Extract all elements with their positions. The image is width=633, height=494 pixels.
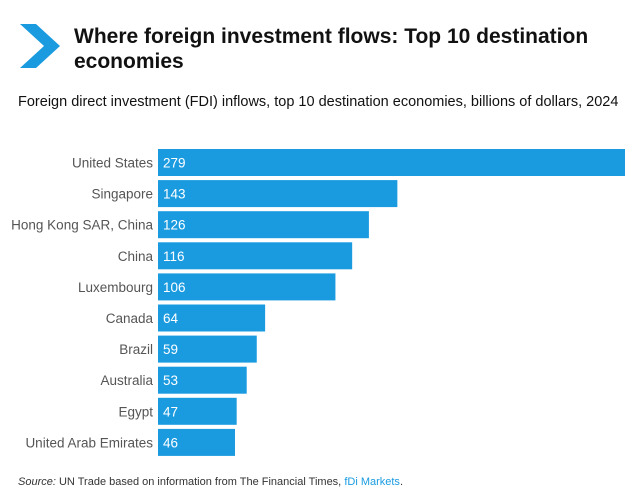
page-title: Where foreign investment flows: Top 10 d… xyxy=(74,25,589,73)
source-note: Source: UN Trade based on information fr… xyxy=(18,476,628,488)
bar-value-label: 279 xyxy=(163,156,186,171)
bar-value-label: 116 xyxy=(163,249,185,264)
bar-value-label: 53 xyxy=(163,373,178,388)
bar-value-label: 46 xyxy=(163,435,178,450)
category-label: United States xyxy=(72,156,153,171)
bar-value-label: 143 xyxy=(163,187,186,202)
category-label: Brazil xyxy=(119,342,153,357)
bar xyxy=(158,335,257,363)
category-label: Luxembourg xyxy=(78,280,153,295)
bar xyxy=(158,304,266,332)
bar-chart: United States 279 Singapore 143 Hong Kong SA… xyxy=(11,149,625,456)
bar-value-label: 47 xyxy=(163,404,178,419)
source-end: . xyxy=(399,476,403,488)
bar-value-label: 64 xyxy=(163,311,179,326)
header: Where foreign investment flows: Top 10 d… xyxy=(20,22,620,78)
chart-subtitle: Foreign direct investment (FDI) inflows,… xyxy=(18,94,619,110)
source-text: UN Trade based on information from The F… xyxy=(58,476,342,488)
bar xyxy=(158,397,237,425)
category-label: Canada xyxy=(106,311,154,326)
category-label: Egypt xyxy=(118,404,153,419)
bar xyxy=(158,273,336,301)
bar-value-label: 126 xyxy=(163,218,186,233)
chevron-right-icon xyxy=(20,24,60,68)
category-label: Hong Kong SAR, China xyxy=(11,218,153,233)
category-label: Australia xyxy=(100,373,153,388)
bar xyxy=(158,180,398,208)
category-label: Singapore xyxy=(91,187,153,202)
bar xyxy=(158,366,247,394)
bar xyxy=(158,242,353,270)
category-label: China xyxy=(118,249,154,264)
bar-value-label: 106 xyxy=(163,280,186,295)
bar xyxy=(158,211,369,239)
bar-value-label: 59 xyxy=(163,342,178,357)
bar xyxy=(158,149,625,176)
bar xyxy=(158,428,235,456)
source-label: Source: xyxy=(18,476,56,488)
source-link[interactable]: fDi Markets xyxy=(344,476,400,488)
category-label: United Arab Emirates xyxy=(25,435,153,450)
